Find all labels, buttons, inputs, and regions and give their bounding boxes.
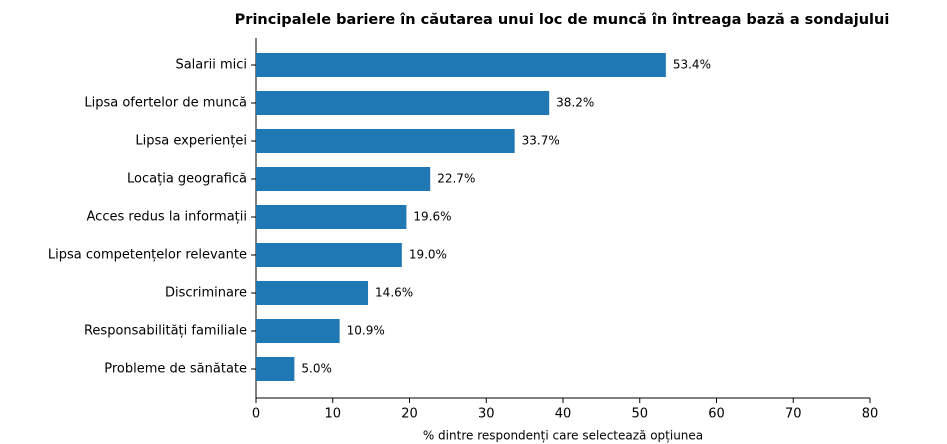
x-tick-label: 10 bbox=[324, 407, 341, 422]
bar bbox=[256, 281, 369, 305]
x-tick-label: 40 bbox=[555, 407, 572, 422]
x-tick-label: 60 bbox=[708, 407, 725, 422]
value-label: 33.7% bbox=[522, 134, 560, 148]
value-label: 19.0% bbox=[409, 248, 447, 262]
value-label: 53.4% bbox=[673, 58, 711, 72]
bar bbox=[256, 167, 431, 191]
y-tick-label: Discriminare bbox=[165, 286, 247, 301]
value-label: 38.2% bbox=[556, 96, 594, 110]
x-tick-label: 70 bbox=[785, 407, 802, 422]
bar bbox=[256, 319, 340, 343]
bar bbox=[256, 243, 402, 267]
value-label: 19.6% bbox=[413, 210, 451, 224]
x-tick-label: 20 bbox=[401, 407, 418, 422]
bar bbox=[256, 129, 515, 153]
y-tick-label: Lipsa experienței bbox=[135, 134, 247, 149]
value-label: 5.0% bbox=[301, 362, 332, 376]
x-tick-label: 80 bbox=[862, 407, 879, 422]
x-tick-label: 50 bbox=[631, 407, 648, 422]
chart-title: Principalele bariere în căutarea unui lo… bbox=[235, 12, 890, 28]
bar bbox=[256, 53, 666, 77]
x-tick-label: 0 bbox=[252, 407, 260, 422]
value-label: 14.6% bbox=[375, 286, 413, 300]
y-tick-label: Locația geografică bbox=[127, 172, 247, 187]
value-label: 22.7% bbox=[437, 172, 475, 186]
bar bbox=[256, 91, 550, 115]
value-label: 10.9% bbox=[347, 324, 385, 338]
y-tick-label: Salarii mici bbox=[175, 58, 247, 73]
bar bbox=[256, 357, 295, 381]
x-tick-label: 30 bbox=[478, 407, 495, 422]
bar bbox=[256, 205, 407, 229]
x-axis-label: % dintre respondenți care selectează opț… bbox=[423, 429, 703, 443]
y-tick-label: Lipsa competențelor relevante bbox=[48, 248, 247, 263]
y-tick-label: Acces redus la informații bbox=[87, 210, 247, 225]
y-tick-label: Probleme de sănătate bbox=[104, 362, 247, 377]
y-tick-label: Responsabilități familiale bbox=[84, 324, 247, 339]
y-tick-label: Lipsa ofertelor de muncă bbox=[84, 96, 247, 111]
